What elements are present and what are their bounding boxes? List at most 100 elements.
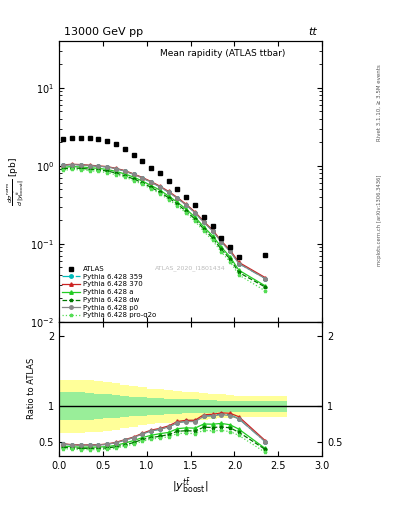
Pythia 6.428 dw — [193, 216, 197, 222]
Pythia 6.428 dw — [219, 246, 224, 252]
X-axis label: $|y^{t\bar{t}}_{\rm boost}|$: $|y^{t\bar{t}}_{\rm boost}|$ — [173, 476, 209, 495]
Pythia 6.428 p0 — [193, 209, 197, 216]
Pythia 6.428 dw — [201, 226, 206, 232]
Text: Mean rapidity (ATLAS ttbar): Mean rapidity (ATLAS ttbar) — [160, 49, 285, 58]
Pythia 6.428 370 — [228, 247, 233, 253]
Pythia 6.428 359 — [96, 163, 101, 169]
Pythia 6.428 370 — [114, 165, 118, 172]
Pythia 6.428 370 — [237, 259, 241, 265]
Pythia 6.428 dw — [175, 201, 180, 207]
Text: Rivet 3.1.10, ≥ 3.5M events: Rivet 3.1.10, ≥ 3.5M events — [377, 64, 382, 141]
Pythia 6.428 dw — [166, 195, 171, 201]
Pythia 6.428 pro-q2o — [114, 172, 118, 178]
Pythia 6.428 p0 — [70, 161, 75, 167]
Pythia 6.428 a — [87, 164, 92, 170]
Pythia 6.428 359 — [61, 162, 66, 168]
Pythia 6.428 dw — [210, 235, 215, 241]
ATLAS — [114, 141, 118, 147]
ATLAS — [184, 194, 189, 200]
Pythia 6.428 359 — [87, 162, 92, 168]
Pythia 6.428 359 — [219, 239, 224, 245]
Pythia 6.428 359 — [158, 184, 162, 190]
Pythia 6.428 pro-q2o — [184, 210, 189, 216]
Pythia 6.428 dw — [263, 284, 268, 290]
Pythia 6.428 p0 — [87, 162, 92, 168]
Pythia 6.428 pro-q2o — [166, 197, 171, 203]
Pythia 6.428 pro-q2o — [193, 218, 197, 224]
Pythia 6.428 dw — [87, 166, 92, 172]
Pythia 6.428 a — [61, 164, 66, 170]
Pythia 6.428 370 — [149, 179, 153, 185]
Pythia 6.428 pro-q2o — [201, 228, 206, 234]
Line: Pythia 6.428 a: Pythia 6.428 a — [62, 165, 267, 288]
Pythia 6.428 dw — [96, 167, 101, 173]
ATLAS — [140, 158, 145, 164]
Pythia 6.428 p0 — [184, 202, 189, 208]
Text: 13000 GeV pp: 13000 GeV pp — [64, 27, 143, 37]
Pythia 6.428 370 — [193, 209, 197, 215]
Pythia 6.428 370 — [96, 163, 101, 169]
Pythia 6.428 p0 — [131, 171, 136, 177]
Pythia 6.428 a — [228, 254, 233, 260]
Pythia 6.428 359 — [193, 209, 197, 216]
Pythia 6.428 dw — [114, 170, 118, 176]
Pythia 6.428 pro-q2o — [210, 237, 215, 243]
Pythia 6.428 a — [237, 267, 241, 273]
Pythia 6.428 p0 — [149, 179, 153, 185]
ATLAS — [96, 136, 101, 142]
Pythia 6.428 pro-q2o — [263, 288, 268, 294]
Pythia 6.428 pro-q2o — [105, 169, 110, 176]
Pythia 6.428 dw — [237, 269, 241, 275]
Line: Pythia 6.428 370: Pythia 6.428 370 — [62, 162, 267, 280]
Pythia 6.428 p0 — [96, 163, 101, 169]
ATLAS — [105, 138, 110, 144]
Pythia 6.428 359 — [175, 195, 180, 201]
Y-axis label: $\frac{d\sigma^{\rm norm}}{d\,|y^{t\bar{t}}_{\rm boost}|}$ [pb]: $\frac{d\sigma^{\rm norm}}{d\,|y^{t\bar{… — [5, 157, 26, 206]
ATLAS — [70, 135, 75, 141]
Pythia 6.428 359 — [201, 219, 206, 225]
Pythia 6.428 359 — [237, 261, 241, 267]
Pythia 6.428 359 — [166, 189, 171, 195]
Pythia 6.428 pro-q2o — [61, 167, 66, 174]
Pythia 6.428 a — [184, 206, 189, 212]
Pythia 6.428 370 — [166, 188, 171, 195]
Line: ATLAS: ATLAS — [61, 135, 268, 260]
Pythia 6.428 370 — [131, 171, 136, 177]
Legend: ATLAS, Pythia 6.428 359, Pythia 6.428 370, Pythia 6.428 a, Pythia 6.428 dw, Pyth: ATLAS, Pythia 6.428 359, Pythia 6.428 37… — [61, 265, 158, 320]
Text: ATLAS_2020_I1801434: ATLAS_2020_I1801434 — [155, 266, 226, 271]
Pythia 6.428 a — [219, 244, 224, 250]
Pythia 6.428 359 — [149, 179, 153, 185]
Pythia 6.428 a — [105, 166, 110, 173]
Pythia 6.428 pro-q2o — [228, 259, 233, 265]
Line: Pythia 6.428 dw: Pythia 6.428 dw — [62, 166, 267, 289]
Pythia 6.428 359 — [210, 227, 215, 233]
Pythia 6.428 p0 — [263, 275, 268, 282]
Pythia 6.428 359 — [70, 161, 75, 167]
Pythia 6.428 dw — [131, 176, 136, 182]
Pythia 6.428 pro-q2o — [87, 167, 92, 174]
Pythia 6.428 p0 — [79, 162, 83, 168]
ATLAS — [79, 135, 83, 141]
Pythia 6.428 p0 — [175, 195, 180, 201]
Pythia 6.428 370 — [105, 163, 110, 169]
Pythia 6.428 370 — [219, 238, 224, 244]
ATLAS — [263, 252, 268, 258]
Pythia 6.428 a — [131, 174, 136, 180]
Pythia 6.428 a — [96, 165, 101, 172]
Pythia 6.428 a — [123, 171, 127, 177]
Pythia 6.428 359 — [79, 162, 83, 168]
ATLAS — [175, 186, 180, 193]
Pythia 6.428 a — [193, 214, 197, 220]
Pythia 6.428 359 — [184, 202, 189, 208]
Pythia 6.428 359 — [228, 248, 233, 254]
Pythia 6.428 370 — [140, 175, 145, 181]
Pythia 6.428 a — [114, 168, 118, 175]
ATLAS — [131, 152, 136, 158]
Pythia 6.428 a — [149, 182, 153, 188]
Pythia 6.428 dw — [228, 256, 233, 262]
Pythia 6.428 a — [79, 164, 83, 170]
Pythia 6.428 dw — [61, 166, 66, 172]
Line: Pythia 6.428 359: Pythia 6.428 359 — [62, 163, 267, 280]
ATLAS — [61, 136, 66, 142]
Pythia 6.428 a — [70, 163, 75, 169]
